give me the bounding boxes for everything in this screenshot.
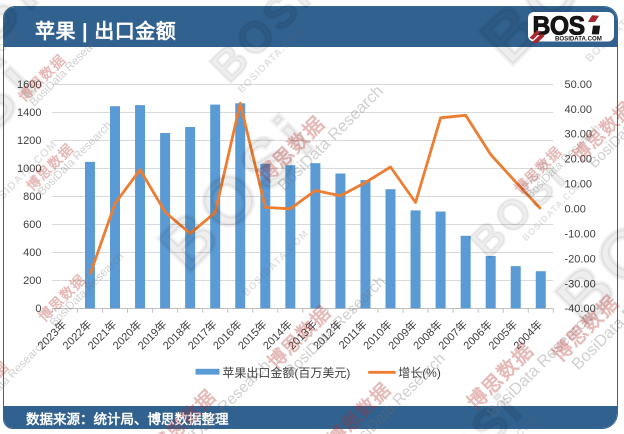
svg-text:1400: 1400 [17,107,41,119]
svg-text:600: 600 [23,219,41,231]
svg-text:200: 200 [23,275,41,287]
svg-text:400: 400 [23,247,41,259]
svg-text:-10.00: -10.00 [565,228,596,240]
svg-text:0.00: 0.00 [565,204,586,216]
svg-text:苹果出口金额(百万美元): 苹果出口金额(百万美元) [222,365,350,380]
svg-text:增长(%): 增长(%) [398,366,441,380]
svg-text:0: 0 [35,303,41,315]
svg-text:50.00: 50.00 [565,79,593,91]
svg-text:-30.00: -30.00 [565,278,596,290]
svg-text:40.00: 40.00 [565,104,593,116]
svg-text:1000: 1000 [17,163,41,175]
svg-text:30.00: 30.00 [565,129,593,141]
svg-text:10.00: 10.00 [565,179,593,191]
svg-text:800: 800 [23,191,41,203]
svg-text:-40.00: -40.00 [565,303,596,315]
svg-text:1200: 1200 [17,135,41,147]
svg-text:1600: 1600 [17,79,41,91]
svg-text:-20.00: -20.00 [565,253,596,265]
svg-text:20.00: 20.00 [565,154,593,166]
svg-text:BOSIDATA.COM: BOSIDATA.COM [555,35,602,42]
